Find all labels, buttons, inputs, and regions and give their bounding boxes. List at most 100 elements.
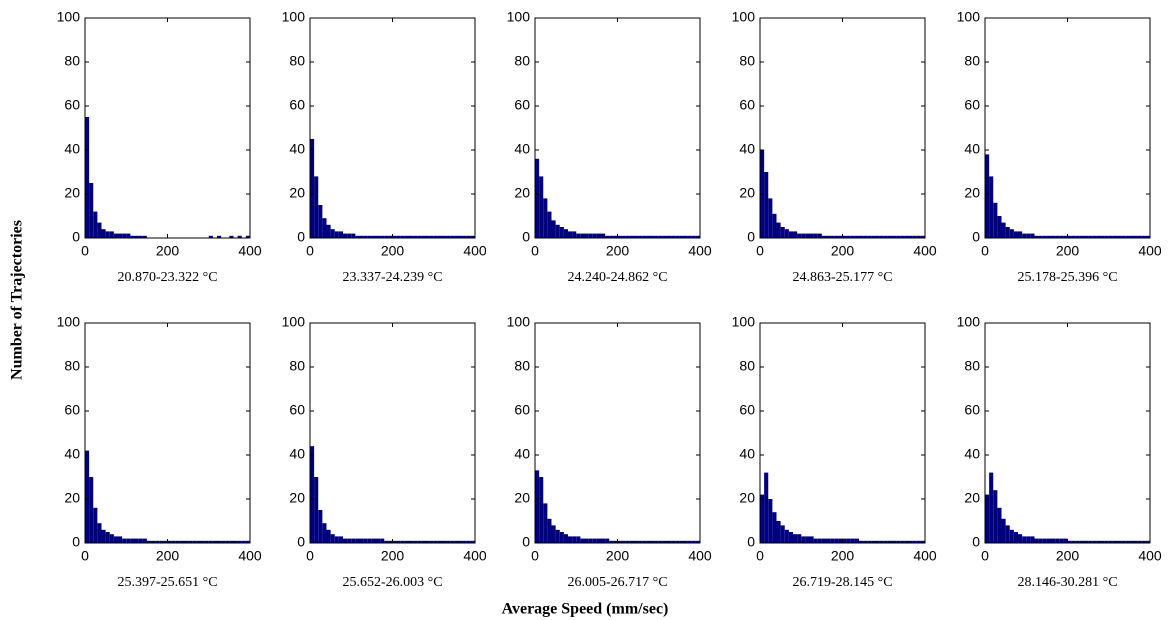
y-tick-label: 20 xyxy=(514,490,530,506)
y-tick-label: 100 xyxy=(507,9,531,25)
bar xyxy=(691,540,696,543)
bar xyxy=(1013,231,1018,238)
bar xyxy=(392,235,397,238)
y-tick-label: 80 xyxy=(739,53,755,69)
bar xyxy=(1055,538,1060,543)
bar xyxy=(1084,540,1089,543)
bar xyxy=(776,521,781,543)
axes-box xyxy=(759,322,926,544)
y-tick-label: 80 xyxy=(64,53,80,69)
y-tick-label: 20 xyxy=(289,490,305,506)
bar xyxy=(989,176,994,238)
bar xyxy=(846,538,851,543)
y-tick-label: 100 xyxy=(957,9,981,25)
bar xyxy=(997,216,1002,238)
x-tick-label: 0 xyxy=(531,548,539,564)
bar xyxy=(568,231,573,238)
bar xyxy=(179,540,184,543)
bar xyxy=(105,231,110,238)
bar xyxy=(1005,227,1010,238)
y-tick-label: 20 xyxy=(64,185,80,201)
bar xyxy=(658,540,663,543)
bar xyxy=(1013,532,1018,543)
bar xyxy=(695,235,700,238)
bar xyxy=(671,540,676,543)
bar xyxy=(1009,529,1014,543)
bar xyxy=(904,235,909,238)
bar xyxy=(101,229,106,238)
bar xyxy=(1051,235,1056,238)
bar xyxy=(134,538,139,543)
bar xyxy=(826,235,831,238)
y-tick-label: 60 xyxy=(514,402,530,418)
bar xyxy=(675,235,680,238)
bar xyxy=(813,538,818,543)
bar xyxy=(613,235,618,238)
bar xyxy=(322,523,327,543)
bar xyxy=(326,224,331,238)
bar xyxy=(233,540,238,543)
bar xyxy=(896,235,901,238)
bar xyxy=(310,446,315,543)
bar xyxy=(863,235,868,238)
bar xyxy=(400,540,405,543)
bar xyxy=(367,235,372,238)
bar xyxy=(380,538,385,543)
bar xyxy=(605,538,610,543)
bar xyxy=(642,235,647,238)
bar xyxy=(863,540,868,543)
x-tick-label: 200 xyxy=(831,243,855,259)
bar xyxy=(675,540,680,543)
bar xyxy=(466,235,471,238)
bar xyxy=(212,540,217,543)
bar xyxy=(871,235,876,238)
y-tick-label: 0 xyxy=(297,229,305,245)
bar xyxy=(396,540,401,543)
bar xyxy=(442,540,447,543)
y-tick-label: 60 xyxy=(514,97,530,113)
y-tick-label: 100 xyxy=(732,9,756,25)
bar xyxy=(596,233,601,238)
bar xyxy=(347,538,352,543)
bar xyxy=(1055,235,1060,238)
y-tick-label: 0 xyxy=(522,229,530,245)
bar xyxy=(122,233,127,238)
bar xyxy=(892,540,897,543)
bar xyxy=(1125,540,1130,543)
bar xyxy=(1129,235,1134,238)
bar xyxy=(1112,235,1117,238)
y-tick-label: 40 xyxy=(514,446,530,462)
x-tick-label: 200 xyxy=(1056,548,1080,564)
bar xyxy=(854,235,859,238)
bar xyxy=(784,529,789,543)
bar xyxy=(241,540,246,543)
bar xyxy=(217,235,222,238)
bar xyxy=(167,540,172,543)
bar xyxy=(138,538,143,543)
bar xyxy=(1141,235,1146,238)
y-tick-label: 60 xyxy=(64,97,80,113)
bar xyxy=(363,235,368,238)
x-tick-label: 400 xyxy=(688,243,712,259)
bar xyxy=(1088,540,1093,543)
bar xyxy=(551,525,556,543)
bar xyxy=(400,235,405,238)
bar xyxy=(1022,233,1027,238)
bar xyxy=(326,529,331,543)
bar xyxy=(772,213,777,238)
bar xyxy=(1018,534,1023,543)
bar xyxy=(826,538,831,543)
y-tick-label: 100 xyxy=(282,314,306,330)
bar xyxy=(85,117,90,238)
bar xyxy=(638,235,643,238)
bar xyxy=(634,235,639,238)
bar xyxy=(867,540,872,543)
bar xyxy=(683,235,688,238)
x-tick-label: 200 xyxy=(606,243,630,259)
x-tick-label: 200 xyxy=(381,243,405,259)
x-tick-label: 200 xyxy=(156,243,180,259)
bar xyxy=(805,536,810,543)
bar xyxy=(217,540,222,543)
x-tick-label: 400 xyxy=(688,548,712,564)
bar xyxy=(838,538,843,543)
